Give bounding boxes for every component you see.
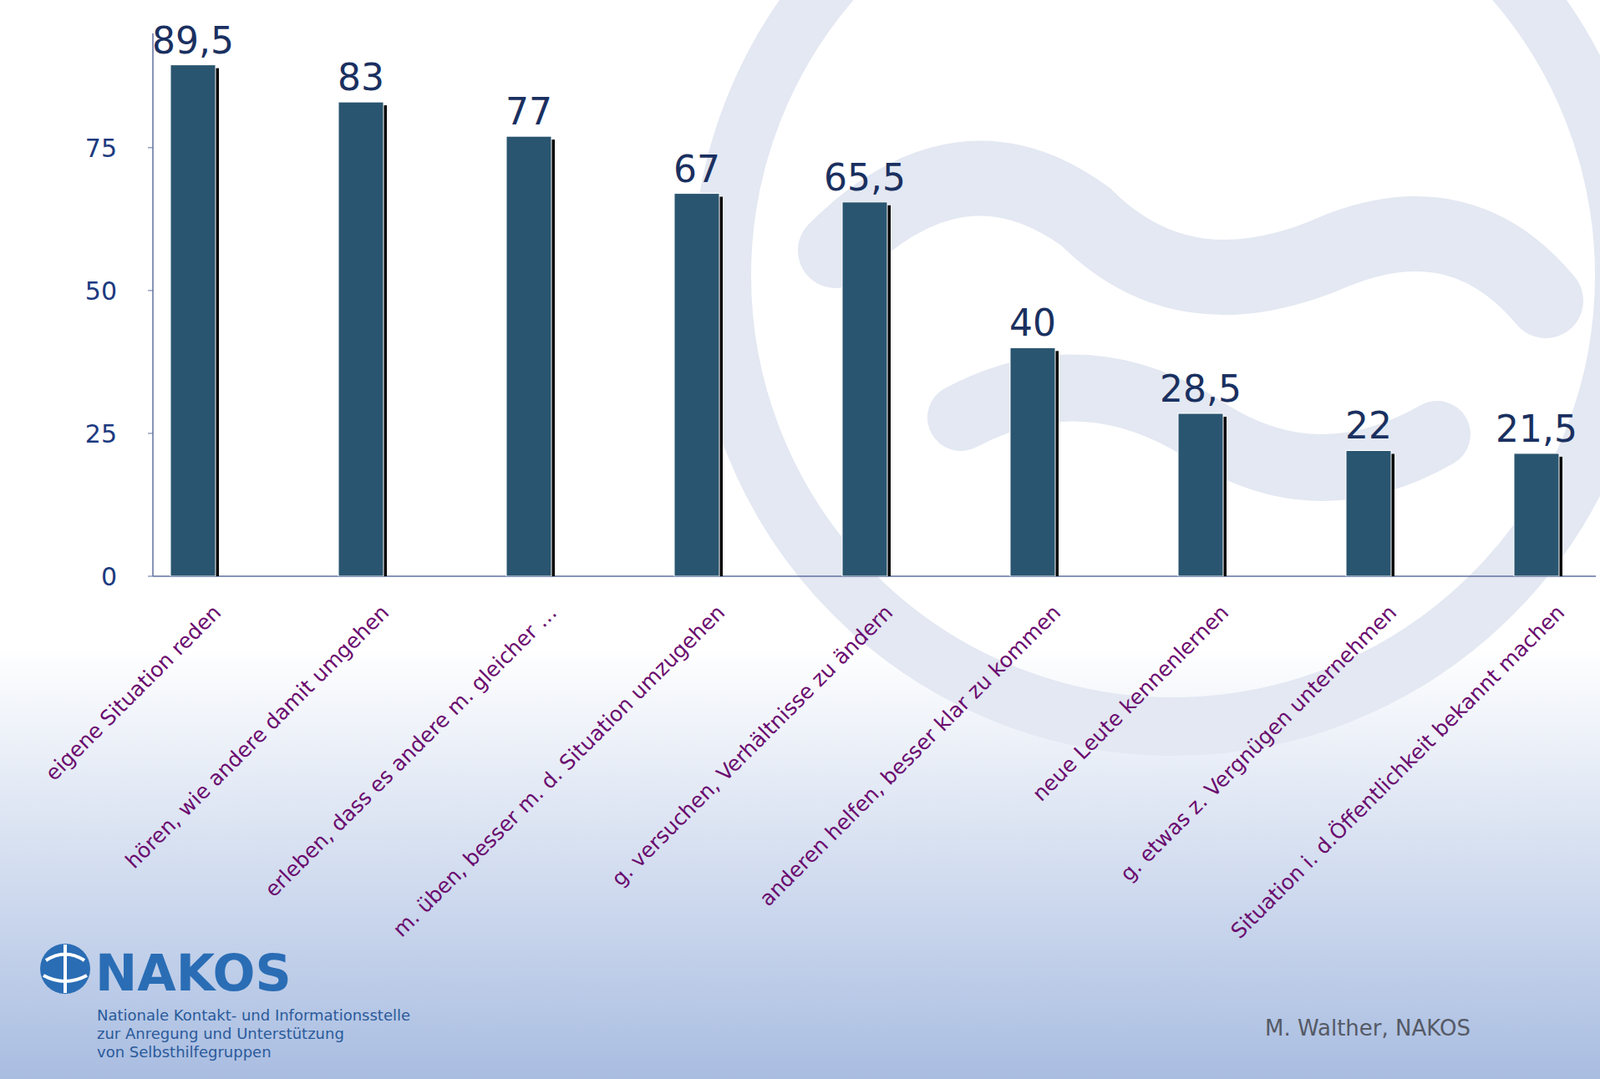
x-tick-label: m. üben, besser m. d. Situation umzugehe… bbox=[387, 600, 730, 943]
logo-name: NAKOS bbox=[95, 944, 292, 1003]
footer: M. Walther, NAKOS bbox=[1264, 1015, 1471, 1042]
x-tick-label: erleben, dass es andere m. gleicher … bbox=[259, 600, 562, 903]
x-tick-label: g. versuchen, Verhältnisse zu ändern bbox=[606, 600, 898, 892]
bars bbox=[170, 65, 1563, 577]
x-tick-label: hören, wie andere damit umgehen bbox=[121, 600, 395, 874]
data-label: 67 bbox=[673, 147, 721, 191]
data-label: 83 bbox=[337, 55, 385, 99]
y-tick-label: 25 bbox=[85, 419, 117, 449]
logo-icon bbox=[40, 944, 91, 995]
data-label: 40 bbox=[1009, 301, 1057, 345]
data-label: 22 bbox=[1345, 404, 1392, 447]
x-tick-label: Situation i. d.Öffentlichkeit bekannt ma… bbox=[1225, 600, 1570, 945]
logo-subtitle: von Selbsthilfegruppen bbox=[96, 1043, 272, 1062]
y-tick bbox=[147, 432, 153, 434]
logo-icon-lines bbox=[43, 944, 87, 994]
bar bbox=[842, 202, 888, 577]
y-tick bbox=[147, 147, 153, 148]
bar bbox=[506, 136, 552, 577]
bar bbox=[170, 65, 216, 577]
y-tick-label: 0 bbox=[101, 562, 117, 592]
y-tick bbox=[147, 576, 153, 578]
chart: 0 25 50 75 89,5 83 77 67 65,5 40 28,5 22 21,5 eigene … bbox=[0, 0, 1600, 1079]
bar bbox=[338, 101, 384, 577]
y-tick bbox=[147, 289, 153, 291]
x-tick-label: neue Leute kennenlernen bbox=[1027, 600, 1234, 807]
data-label: 89,5 bbox=[152, 19, 234, 62]
data-label: 28,5 bbox=[1159, 367, 1242, 411]
x-tick-label: g. etwas z. Vergnügen unternehmen bbox=[1115, 600, 1402, 887]
y-axis bbox=[152, 33, 154, 577]
watermark bbox=[721, 0, 1600, 727]
data-label: 77 bbox=[505, 90, 553, 133]
logo: NAKOS Nationale Kontakt- und Informations… bbox=[40, 944, 411, 1062]
logo-subtitle: Nationale Kontakt- und Informationsstell… bbox=[96, 1006, 411, 1025]
x-tick-label: anderen helfen, besser klar zu kommen bbox=[754, 600, 1066, 912]
x-tick-label: eigene Situation reden bbox=[40, 600, 227, 787]
bar bbox=[1178, 413, 1224, 577]
bar bbox=[1010, 347, 1056, 577]
data-label: 21,5 bbox=[1495, 407, 1578, 451]
y-tick-label: 50 bbox=[85, 276, 117, 306]
y-tick-label: 75 bbox=[85, 133, 117, 163]
bar bbox=[1513, 453, 1560, 577]
bar bbox=[674, 193, 720, 577]
bar bbox=[1346, 450, 1392, 577]
logo-subtitle: zur Anregung und Unterstützung bbox=[96, 1025, 345, 1043]
data-label: 65,5 bbox=[823, 156, 906, 199]
